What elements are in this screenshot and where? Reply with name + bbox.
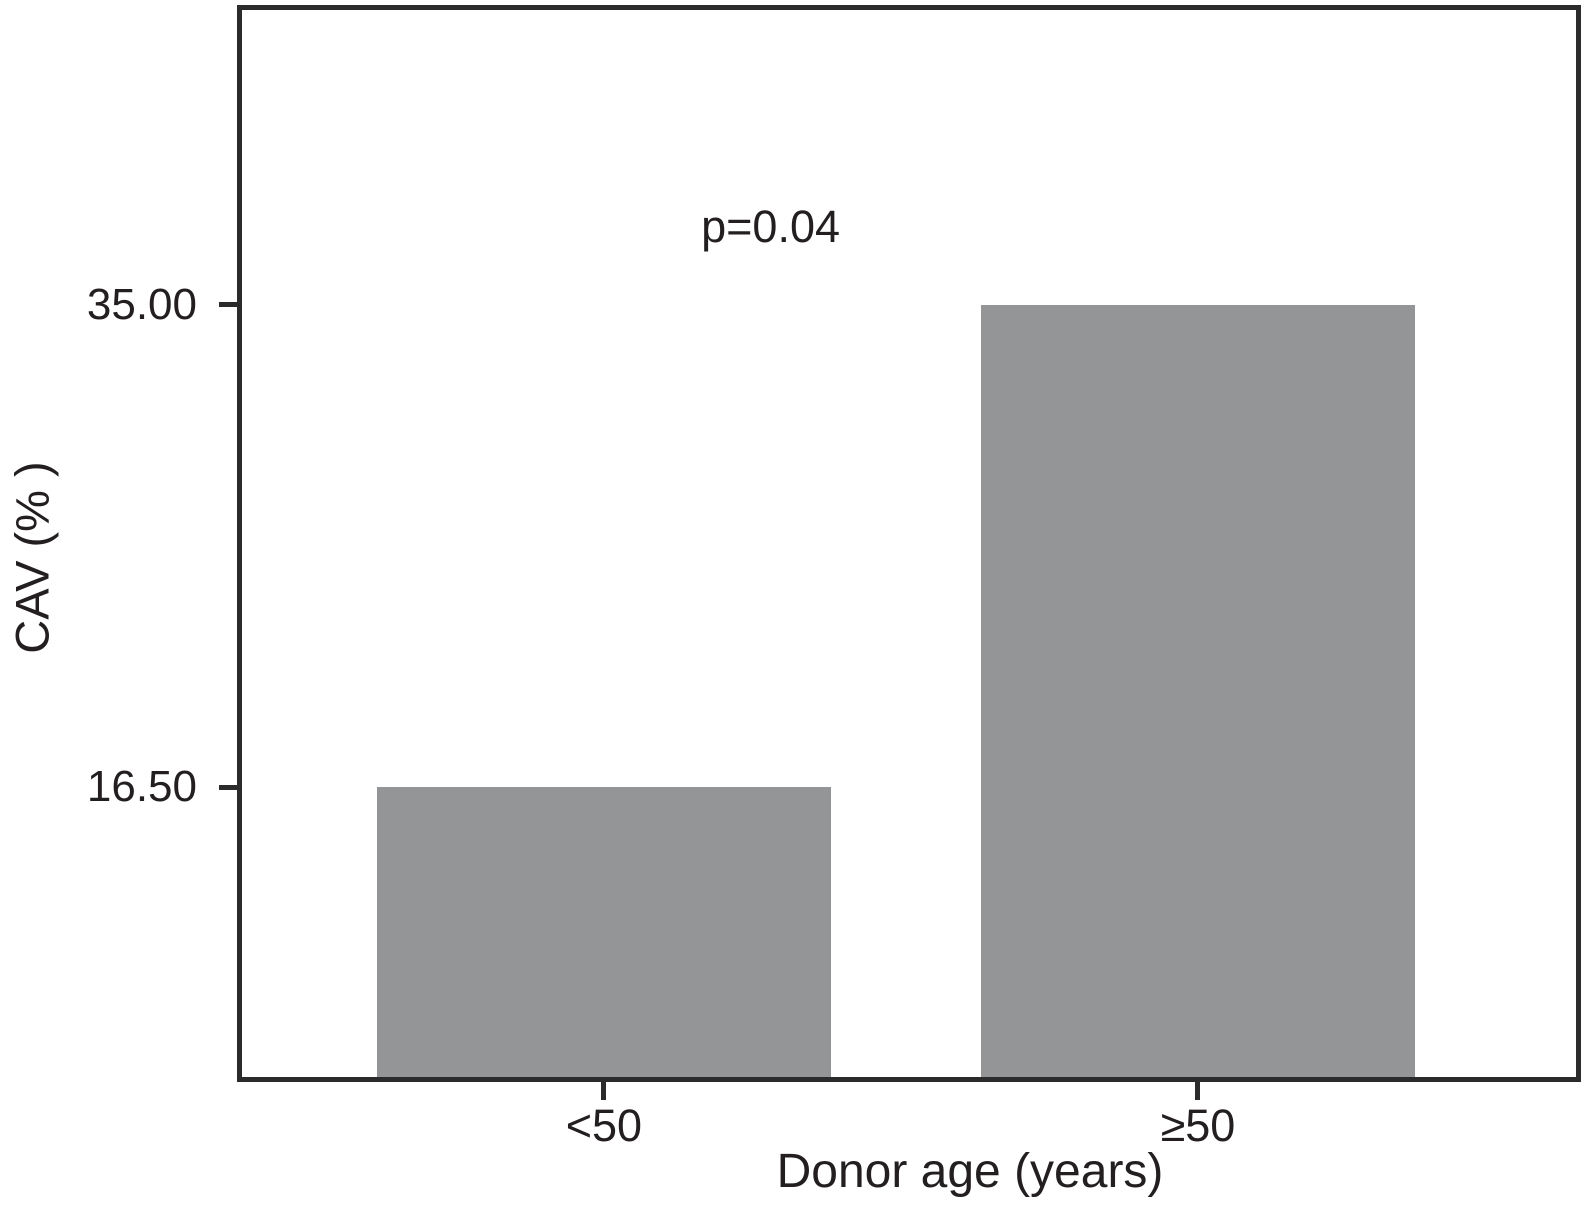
x-tick-label: <50 — [565, 1100, 643, 1151]
y-tick-label: 16.50 — [86, 762, 197, 812]
plot-area: p=0.04 — [237, 5, 1581, 1082]
y-tick-mark — [219, 302, 239, 308]
bar-1 — [980, 304, 1415, 1082]
y-axis-title: CAV (% ) — [5, 461, 59, 654]
x-axis-title: Donor age (years) — [776, 1145, 1164, 1198]
p-value-annotation: p=0.04 — [701, 200, 841, 252]
y-tick-mark — [219, 784, 239, 790]
x-tick-mark — [1195, 1082, 1201, 1100]
x-tick-label: ≥50 — [1160, 1100, 1236, 1151]
y-tick-label: 35.00 — [86, 279, 197, 329]
x-tick-mark — [601, 1082, 607, 1100]
bar-0 — [376, 787, 832, 1082]
